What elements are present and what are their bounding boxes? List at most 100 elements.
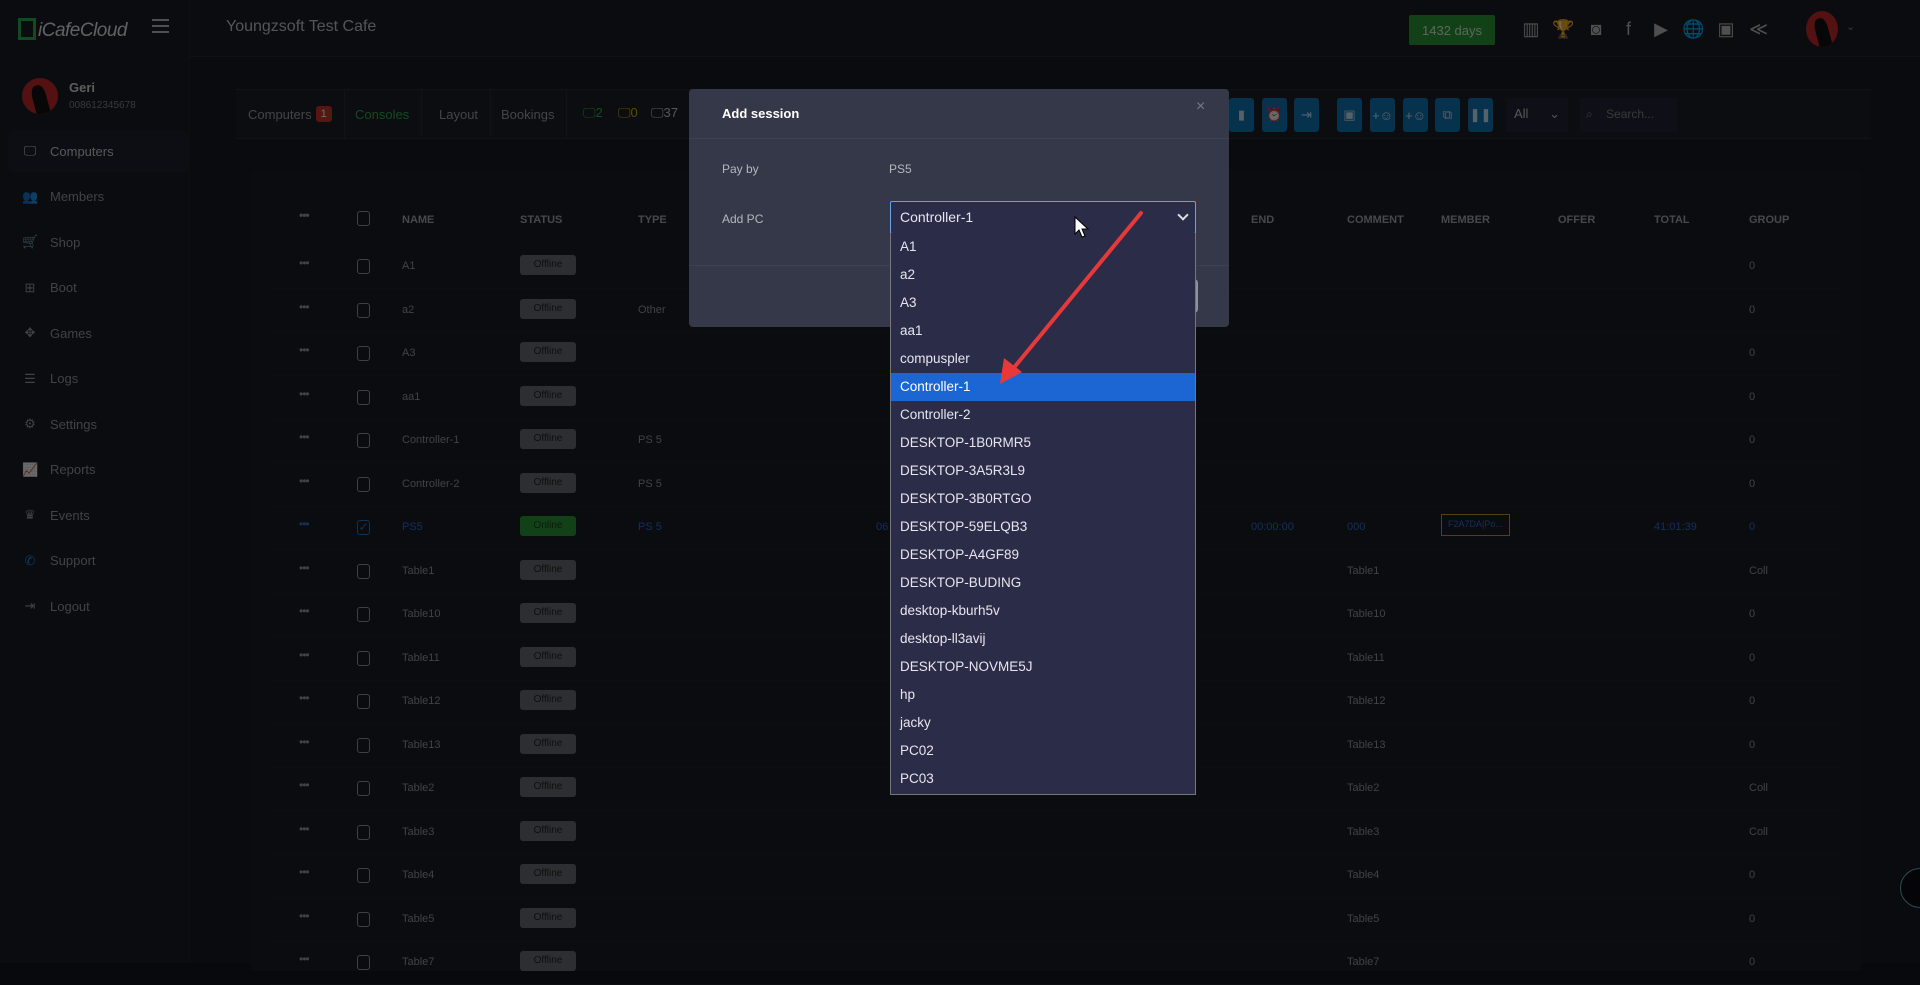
pause-button[interactable]: ❚❚ bbox=[1468, 98, 1493, 132]
row-checkbox[interactable] bbox=[357, 781, 370, 796]
icafe-icon[interactable]: ▣ bbox=[1717, 19, 1735, 39]
row-actions-icon[interactable]: ••• bbox=[299, 865, 310, 879]
sidebar-item-logout[interactable]: ⇥ Logout bbox=[0, 585, 190, 627]
sidebar-item-boot[interactable]: ⊞ Boot bbox=[0, 267, 190, 309]
profile-avatar[interactable] bbox=[22, 78, 58, 114]
sidebar-item-reports[interactable]: 📈 Reports bbox=[0, 449, 190, 491]
option-compuspler[interactable]: compuspler bbox=[900, 351, 970, 366]
sidebar-item-members[interactable]: 👥 Members bbox=[0, 176, 190, 218]
add-member-button[interactable]: +☺ bbox=[1403, 98, 1428, 132]
row-checkbox[interactable] bbox=[357, 607, 370, 622]
row-actions-icon[interactable]: ••• bbox=[299, 691, 310, 705]
license-days-button[interactable]: 1432 days bbox=[1409, 15, 1495, 45]
option-jacky[interactable]: jacky bbox=[900, 715, 931, 730]
option-desktop-59elqb3[interactable]: DESKTOP-59ELQB3 bbox=[900, 519, 1028, 534]
row-checkbox[interactable] bbox=[357, 694, 370, 709]
header-member[interactable]: MEMBER bbox=[1441, 214, 1490, 226]
option-desktop-ll3avij[interactable]: desktop-ll3avij bbox=[900, 631, 986, 646]
row-actions-icon[interactable]: ••• bbox=[299, 430, 310, 444]
option-pc02[interactable]: PC02 bbox=[900, 743, 934, 758]
leaderboard-icon[interactable]: ▥ bbox=[1522, 19, 1540, 39]
row-checkbox[interactable] bbox=[357, 824, 370, 840]
header-status[interactable]: STATUS bbox=[520, 214, 563, 226]
header-end[interactable]: END bbox=[1251, 214, 1275, 226]
row-checkbox[interactable] bbox=[357, 650, 370, 666]
header-comment[interactable]: COMMENT bbox=[1347, 214, 1404, 226]
row-member[interactable]: F2A7DA|Po... bbox=[1441, 514, 1510, 536]
sidebar-item-logs[interactable]: ☰ Logs bbox=[0, 358, 190, 400]
option-desktop-buding[interactable]: DESKTOP-BUDING bbox=[900, 575, 1022, 590]
alarm-button[interactable]: ⏰ bbox=[1262, 98, 1287, 132]
option-desktop-novme5j[interactable]: DESKTOP-NOVME5J bbox=[900, 659, 1033, 674]
sidebar-item-events[interactable]: ♛ Events bbox=[0, 494, 190, 536]
row-checkbox[interactable] bbox=[357, 476, 370, 492]
row-actions-icon[interactable]: ••• bbox=[299, 647, 310, 662]
globe-icon[interactable]: 🌐 bbox=[1682, 19, 1705, 39]
menu-toggle-icon[interactable] bbox=[152, 19, 169, 33]
option-hp[interactable]: hp bbox=[900, 687, 916, 702]
row-checkbox[interactable] bbox=[357, 433, 370, 448]
row-checkbox[interactable] bbox=[357, 389, 370, 405]
facebook-icon[interactable]: f bbox=[1625, 19, 1631, 39]
row-checkbox[interactable] bbox=[357, 302, 370, 318]
row-actions-icon[interactable]: ••• bbox=[299, 908, 310, 923]
sidebar-item-settings[interactable]: ⚙ Settings bbox=[0, 403, 190, 445]
option-desktop-3a5r3l9[interactable]: DESKTOP-3A5R3L9 bbox=[900, 463, 1026, 478]
tab-consoles[interactable]: Consoles bbox=[343, 90, 423, 138]
filter-select[interactable]: All ⌄ bbox=[1506, 98, 1568, 132]
header-group[interactable]: GROUP bbox=[1749, 214, 1790, 226]
tab-layout[interactable]: Layout bbox=[427, 90, 492, 138]
sidebar-item-shop[interactable]: 🛒 Shop bbox=[0, 221, 190, 263]
trophy-icon[interactable]: 🏆 bbox=[1552, 19, 1575, 39]
row-checkbox[interactable] bbox=[357, 259, 370, 274]
option-a2[interactable]: a2 bbox=[900, 267, 916, 282]
sidebar-item-computers[interactable]: 🖵 Computers bbox=[8, 130, 188, 172]
row-checkbox[interactable] bbox=[357, 563, 370, 579]
row-checkbox[interactable] bbox=[357, 911, 370, 927]
row-actions-icon[interactable]: ••• bbox=[299, 560, 310, 575]
row-actions-icon[interactable]: ••• bbox=[299, 256, 310, 270]
close-icon[interactable]: × bbox=[1196, 98, 1206, 115]
row-actions-icon[interactable]: ••• bbox=[299, 473, 310, 488]
row-actions-icon[interactable]: ••• bbox=[299, 517, 310, 531]
discord-icon[interactable]: ◙ bbox=[1590, 19, 1602, 39]
option-aa1[interactable]: aa1 bbox=[900, 323, 923, 338]
youtube-icon[interactable]: ▶ bbox=[1654, 19, 1668, 39]
row-actions-icon[interactable]: ••• bbox=[299, 386, 310, 401]
table-row[interactable]: ••• Table7 Offline Table7 0 bbox=[270, 942, 1840, 985]
money-button[interactable]: ▣ bbox=[1337, 98, 1362, 132]
option-pc03[interactable]: PC03 bbox=[900, 771, 934, 786]
option-a3[interactable]: A3 bbox=[900, 295, 917, 310]
table-row[interactable]: ••• Table3 Offline Table3 Coll bbox=[270, 812, 1840, 855]
table-row[interactable]: ••• Table2 Offline Table2 Coll bbox=[270, 768, 1840, 811]
tab-computers[interactable]: Computers 1 bbox=[236, 90, 345, 138]
option-a1[interactable]: A1 bbox=[900, 239, 917, 254]
option-desktop-kburh5v[interactable]: desktop-kburh5v bbox=[900, 603, 1000, 618]
row-actions-icon[interactable]: ••• bbox=[299, 952, 310, 966]
row-actions-icon[interactable]: ••• bbox=[299, 604, 310, 618]
row-checkbox[interactable]: ✓ bbox=[357, 520, 370, 535]
add-pc-select[interactable]: Controller-1 bbox=[890, 201, 1196, 234]
user-menu-avatar[interactable] bbox=[1806, 11, 1838, 47]
row-checkbox[interactable] bbox=[357, 868, 370, 883]
row-actions-icon[interactable]: ••• bbox=[299, 778, 310, 792]
header-name[interactable]: NAME bbox=[402, 214, 435, 226]
table-row[interactable]: ••• Table5 Offline Table5 0 bbox=[270, 899, 1840, 942]
row-actions-icon[interactable]: ••• bbox=[299, 821, 310, 836]
row-actions-icon[interactable]: ••• bbox=[299, 299, 310, 314]
tab-bookings[interactable]: Bookings bbox=[489, 90, 568, 138]
search-input[interactable]: ⌕ Search... bbox=[1580, 98, 1677, 132]
select-all-checkbox[interactable] bbox=[357, 211, 370, 226]
header-offer[interactable]: OFFER bbox=[1558, 214, 1596, 226]
add-user-button[interactable]: +☺ bbox=[1370, 98, 1395, 132]
option-desktop-3b0rtgo[interactable]: DESKTOP-3B0RTGO bbox=[900, 491, 1032, 506]
sidebar-item-games[interactable]: ✥ Games bbox=[0, 312, 190, 354]
option-desktop-1b0rmr5[interactable]: DESKTOP-1B0RMR5 bbox=[900, 435, 1032, 450]
row-actions-icon[interactable]: ••• bbox=[299, 343, 310, 357]
exit-button[interactable]: ⇥ bbox=[1294, 98, 1319, 132]
screenshot-button[interactable]: ⧉ bbox=[1435, 98, 1460, 132]
brand-icon[interactable]: ≪ bbox=[1749, 19, 1768, 39]
option-desktop-a4gf89[interactable]: DESKTOP-A4GF89 bbox=[900, 547, 1020, 562]
option-controller-1[interactable]: Controller-1 bbox=[891, 373, 1195, 401]
header-type[interactable]: TYPE bbox=[638, 214, 667, 226]
